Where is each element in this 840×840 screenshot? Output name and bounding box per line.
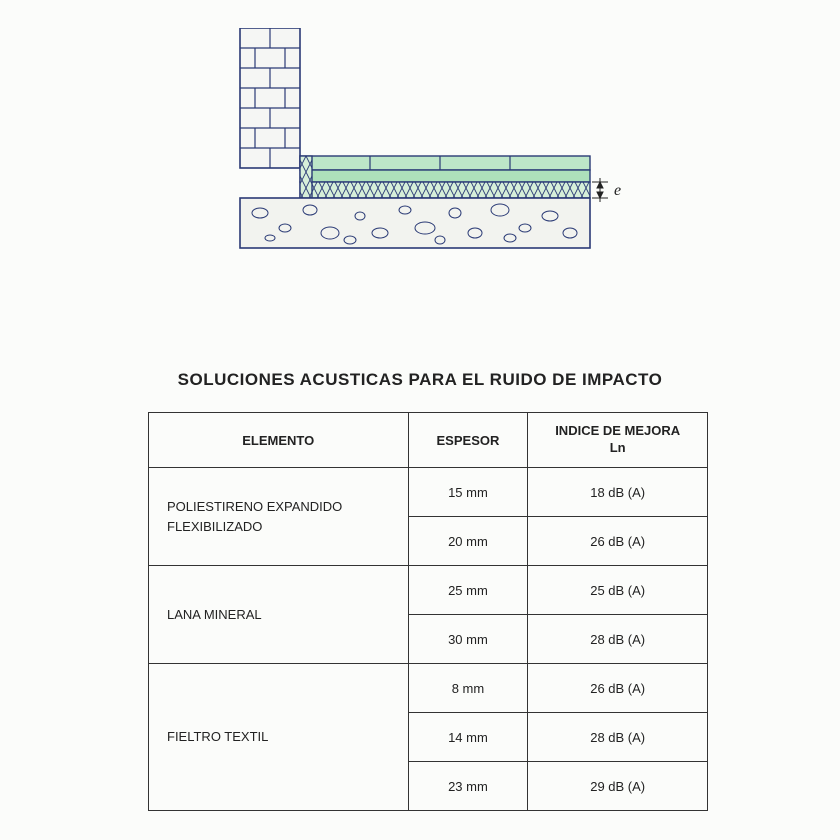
floor-section-diagram: e [210,28,630,258]
insulation-upturn [300,156,312,198]
brick-wall [240,28,300,168]
floor-tiles [300,156,590,170]
espesor-cell: 14 mm [408,713,528,762]
acoustic-solutions-table: ELEMENTO ESPESOR INDICE DE MEJORA Ln POL… [148,412,708,811]
concrete-slab [240,198,590,248]
espesor-cell: 20 mm [408,517,528,566]
indice-cell: 26 dB (A) [528,517,708,566]
indice-cell: 28 dB (A) [528,713,708,762]
thickness-dimension [592,178,608,202]
screed-layer [300,170,590,182]
espesor-cell: 8 mm [408,664,528,713]
header-indice: INDICE DE MEJORA Ln [528,413,708,468]
header-espesor: ESPESOR [408,413,528,468]
espesor-cell: 15 mm [408,468,528,517]
table-header-row: ELEMENTO ESPESOR INDICE DE MEJORA Ln [149,413,708,468]
table-row: POLIESTIRENO EXPANDIDO FLEXIBILIZADO 15 … [149,468,708,517]
element-cell: LANA MINERAL [149,566,409,664]
insulation-layer [300,182,590,198]
element-cell: FIELTRO TEXTIL [149,664,409,811]
indice-cell: 25 dB (A) [528,566,708,615]
indice-cell: 28 dB (A) [528,615,708,664]
diagram-svg: e [210,28,630,258]
table-row: FIELTRO TEXTIL 8 mm 26 dB (A) [149,664,708,713]
espesor-cell: 25 mm [408,566,528,615]
indice-cell: 29 dB (A) [528,762,708,811]
table-title: SOLUCIONES ACUSTICAS PARA EL RUIDO DE IM… [0,370,840,390]
espesor-cell: 30 mm [408,615,528,664]
header-elemento: ELEMENTO [149,413,409,468]
page: e SOLUCIONES ACUSTICAS PARA EL RUIDO DE … [0,0,840,840]
indice-cell: 18 dB (A) [528,468,708,517]
dimension-label: e [614,182,621,199]
element-cell: POLIESTIRENO EXPANDIDO FLEXIBILIZADO [149,468,409,566]
indice-cell: 26 dB (A) [528,664,708,713]
espesor-cell: 23 mm [408,762,528,811]
table-row: LANA MINERAL 25 mm 25 dB (A) [149,566,708,615]
